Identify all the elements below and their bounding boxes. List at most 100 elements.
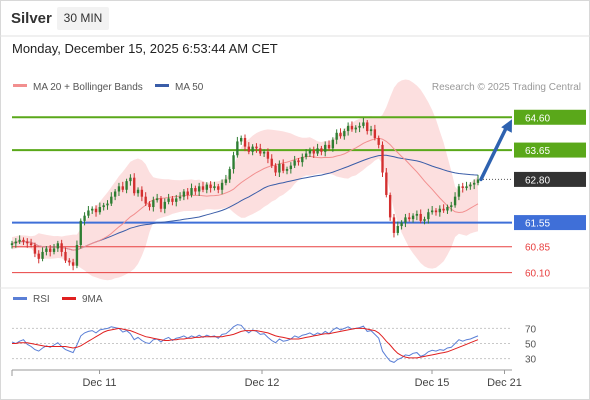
forecast-arrow-shaft <box>479 124 509 182</box>
candle-body <box>159 198 163 209</box>
candle-body <box>373 129 377 138</box>
candle-body <box>350 125 354 130</box>
candle-body <box>152 200 155 208</box>
candle-body <box>255 146 258 149</box>
candle-body <box>308 150 312 154</box>
candle-body <box>56 243 60 249</box>
candle-body <box>293 160 296 166</box>
time-axis: Dec 11 Dec 12 Dec 15 Dec 21 <box>11 369 522 389</box>
ma20-legend-swatch <box>13 84 27 87</box>
ma50-legend-swatch <box>155 84 169 87</box>
candle-body <box>232 155 235 170</box>
candle-body <box>423 219 426 221</box>
last-price-label: 62.80 <box>525 175 550 186</box>
candle-body <box>52 248 56 252</box>
candle-body <box>343 131 346 137</box>
candle-body <box>98 207 102 213</box>
candle-body <box>45 248 48 252</box>
candle-body <box>266 151 270 159</box>
timeframe-badge[interactable]: 30 MIN <box>57 7 109 30</box>
candle-body <box>91 208 94 211</box>
candle-body <box>446 207 449 211</box>
candle-body <box>262 151 266 154</box>
candle-body <box>476 179 480 183</box>
candle-body <box>469 184 472 187</box>
rsi-legend-label: RSI <box>33 294 50 305</box>
candle-body <box>60 243 63 252</box>
rsi-ma-line <box>12 327 479 359</box>
header: Silver 30 MIN <box>0 0 590 36</box>
candle-body <box>301 156 304 163</box>
candle-body <box>457 186 461 197</box>
candle-body <box>366 122 369 132</box>
ma50-legend-label: MA 50 <box>175 82 204 93</box>
candle-body <box>411 215 415 220</box>
candle-body <box>18 239 21 242</box>
candle-body <box>259 148 262 154</box>
candle-body <box>29 243 33 246</box>
candle-body <box>377 137 380 145</box>
candle-body <box>178 196 182 199</box>
candle-body <box>33 245 37 254</box>
candle-body <box>400 222 403 227</box>
rsi-tick-50: 50 <box>525 340 537 351</box>
candle-body <box>388 194 392 218</box>
candle-body <box>251 146 254 152</box>
candle-body <box>453 196 457 206</box>
rsi-tick-30: 30 <box>525 355 537 366</box>
rsi-ma-legend-label: 9MA <box>82 294 103 305</box>
rsi-legend-swatch <box>13 297 27 300</box>
candle-body <box>392 217 396 233</box>
candle-body <box>175 198 178 202</box>
candle-body <box>450 205 453 208</box>
candle-body <box>358 125 361 128</box>
candle-body <box>14 241 18 244</box>
level-label-64.60: 64.60 <box>525 113 550 124</box>
level-tag-61.55 <box>514 215 586 231</box>
candle-body <box>278 163 281 173</box>
candle-body <box>68 260 71 263</box>
candle-body <box>26 241 29 244</box>
candle-body <box>415 213 419 216</box>
candle-body <box>167 198 170 202</box>
candle-body <box>129 177 132 182</box>
candle-body <box>247 146 251 152</box>
candle-body <box>430 210 434 213</box>
candle-body <box>369 129 373 132</box>
candle-body <box>243 137 247 147</box>
last-price-tag <box>514 171 586 187</box>
candle-body <box>304 153 308 157</box>
level-label-60.10: 60.10 <box>525 269 550 280</box>
ma20-legend-label: MA 20 + Bollinger Bands <box>33 82 143 93</box>
candle-body <box>339 132 342 137</box>
candle-body <box>125 181 128 190</box>
candle-body <box>236 141 239 156</box>
candle-body <box>22 239 25 242</box>
candle-body <box>79 220 82 246</box>
candle-body <box>106 203 109 206</box>
candle-body <box>94 208 98 213</box>
rsi-tick-70: 70 <box>525 324 537 335</box>
candle-body <box>194 188 197 192</box>
candle-body <box>155 198 159 201</box>
candle-body <box>71 262 75 266</box>
candle-body <box>140 189 144 197</box>
candle-body <box>190 188 193 195</box>
candle-body <box>213 186 216 189</box>
candle-body <box>335 132 338 140</box>
rsi-ma-legend-swatch <box>62 297 76 300</box>
level-label-60.85: 60.85 <box>525 243 550 254</box>
candle-body <box>381 144 384 173</box>
time-tick-label: Dec 11 <box>82 377 116 389</box>
candle-body <box>362 122 365 126</box>
candle-body <box>224 179 228 183</box>
candle-body <box>316 148 319 154</box>
level-tag-63.65 <box>514 142 586 158</box>
candle-body <box>117 186 121 192</box>
candle-body <box>427 212 430 220</box>
candle-body <box>228 169 231 180</box>
candle-body <box>163 201 166 209</box>
price-panel: 64.60 63.65 61.55 60.85 60.10 62.80 <box>10 79 586 281</box>
candle-body <box>404 217 407 223</box>
candle-body <box>83 215 86 221</box>
